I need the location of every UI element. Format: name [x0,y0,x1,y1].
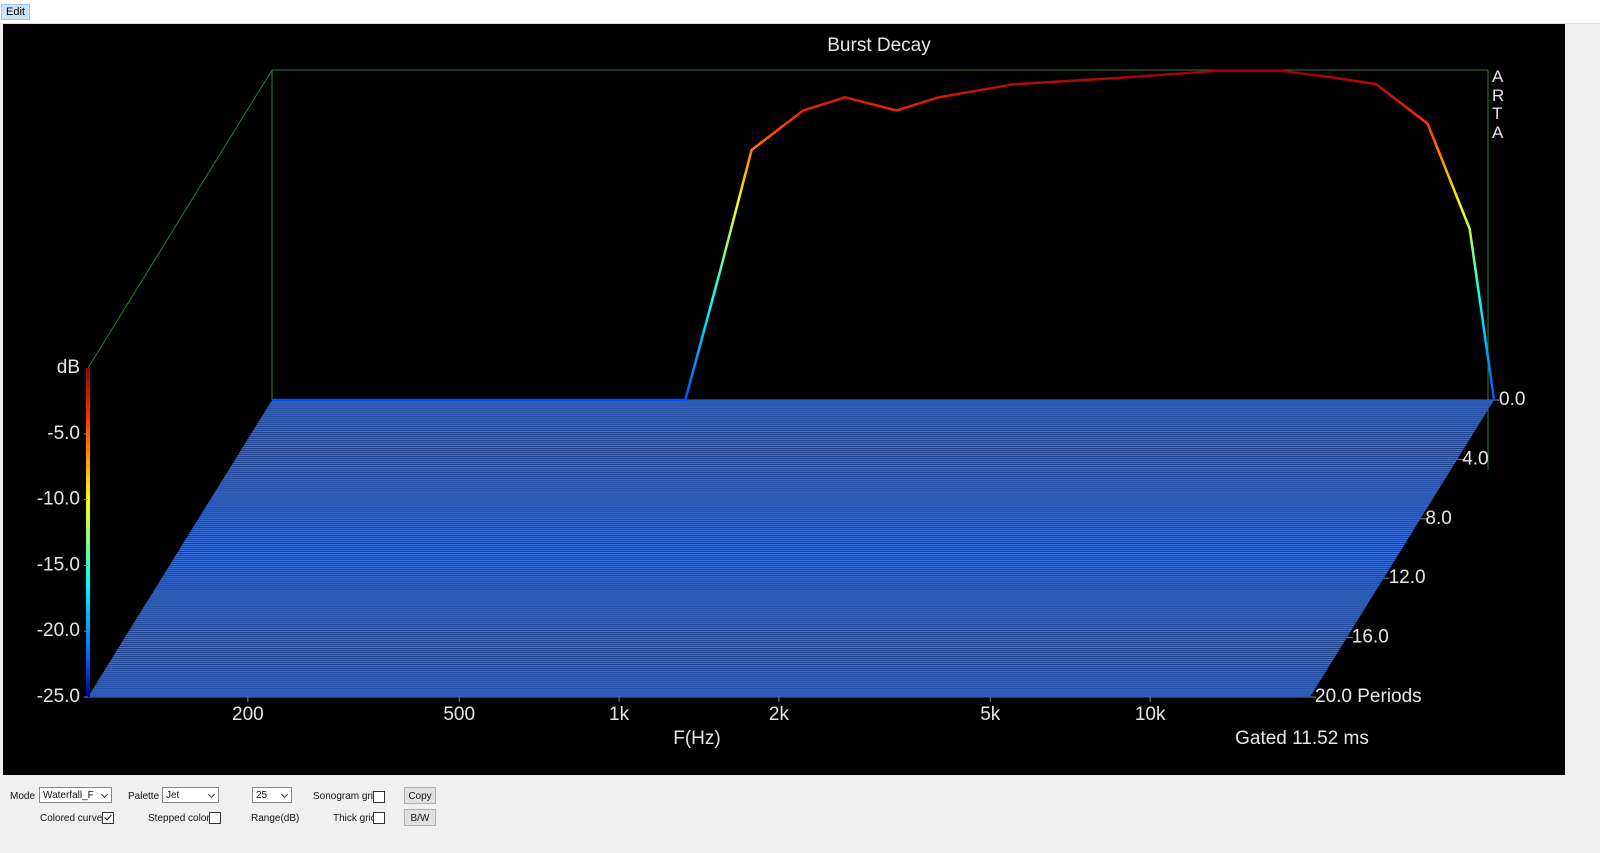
sonogram-grid-checkbox[interactable] [373,791,385,803]
y-tick-label: -10.0 [37,489,80,510]
x-tick-label: 200 [232,704,264,725]
range-spin[interactable]: 25 [252,787,292,803]
y-tick-label: -20.0 [37,620,80,641]
z-tick-label: 16.0 [1352,627,1389,648]
mode-label: Mode [10,791,36,802]
x-tick-label: 1k [609,704,630,725]
gate-label: Gated 11.52 ms [1235,728,1369,749]
y-tick-label: -25.0 [37,686,80,707]
color-bar [86,368,90,697]
chart: Burst Decay dB F(Hz) Gated 11.52 ms -5.0… [3,24,1565,775]
x-tick-label: 500 [443,704,475,725]
response-curve [272,69,1496,402]
z-tick-label: 0.0 [1499,389,1525,410]
x-tick-label: 2k [769,704,790,725]
copy-button[interactable]: Copy [404,787,436,804]
thick-grid-label: Thick grid [333,813,377,824]
mode-select[interactable]: Waterfall_F [39,787,112,803]
chart-title: Burst Decay [827,35,931,56]
menu-item[interactable]: Edit [1,4,30,20]
y-axis-label: dB [57,357,80,378]
logo: ARTA [1492,67,1505,142]
bw-button[interactable]: B/W [404,809,436,826]
colored-curves-checkbox[interactable] [102,812,114,824]
floor-slices [88,399,1494,698]
colored-curves-label: Colored curves [40,813,108,824]
x-tick-label: 5k [980,704,1001,725]
z-tick-label: 20.0 Periods [1315,686,1422,707]
range-label: Range(dB) [251,813,300,824]
sonogram-grid-label: Sonogram grid [313,791,379,802]
thick-grid-checkbox[interactable] [373,812,385,824]
y-tick-label: -15.0 [37,554,80,575]
palette-label: Palette [128,791,160,802]
palette-select[interactable]: Jet [162,787,219,803]
z-tick-label: 4.0 [1462,448,1488,469]
stepped-colors-label: Stepped colors [148,813,215,824]
menu-bar: Edit [0,0,1600,24]
x-tick-label: 10k [1135,704,1166,725]
z-tick-label: 8.0 [1425,508,1451,529]
x-axis-label: F(Hz) [673,728,720,749]
stepped-colors-checkbox[interactable] [209,812,221,824]
z-tick-label: 12.0 [1389,567,1426,588]
y-tick-label: -5.0 [47,423,80,444]
